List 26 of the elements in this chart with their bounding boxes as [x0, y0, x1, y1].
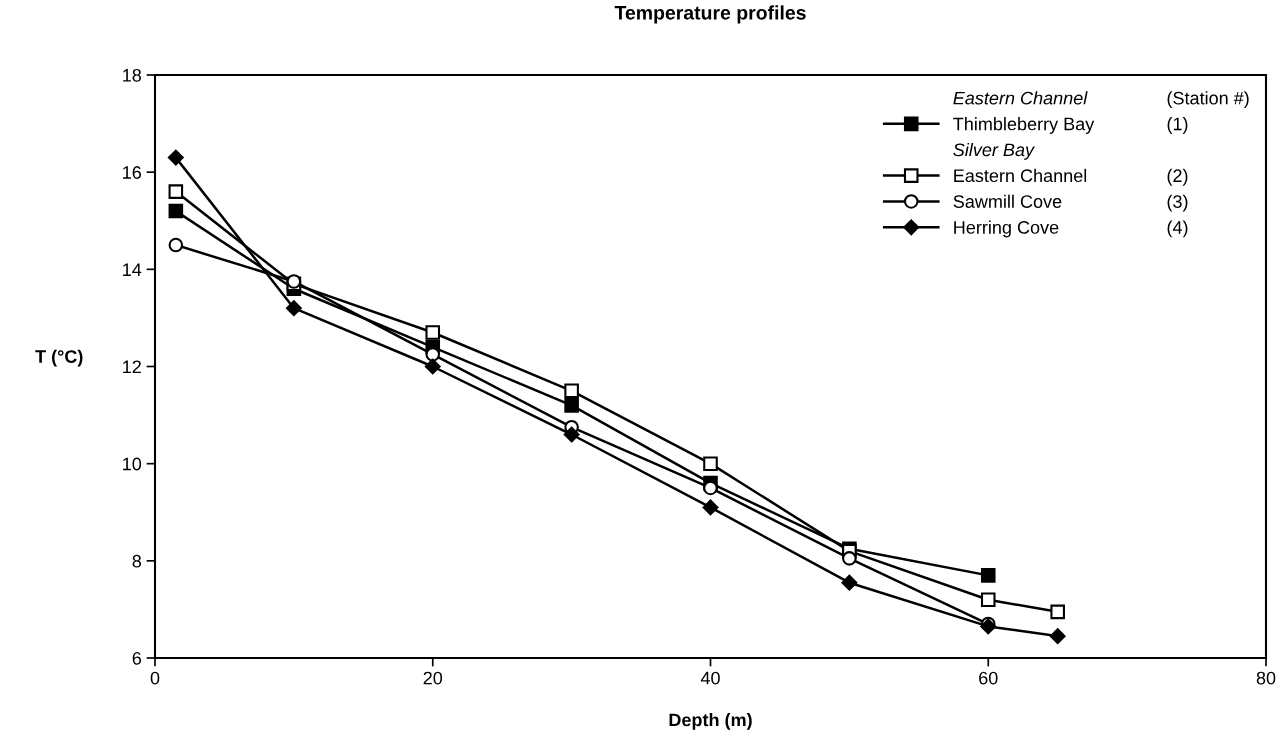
y-tick-label: 18 [123, 68, 142, 82]
annotation: (Station #) [1167, 91, 1249, 109]
x-axis-title: Depth (m) [669, 713, 752, 730]
annotation: Eastern Channel [953, 91, 1088, 105]
x-tick-label: 20 [423, 671, 443, 685]
legend-label: Sawmill Cove [953, 194, 1062, 208]
y-tick-label: 10 [123, 457, 142, 471]
y-tick-label: 8 [132, 554, 142, 568]
legend-label: Herring Cove [954, 220, 1059, 238]
chart-title: Temperature profiles [614, 5, 806, 24]
x-tick-label: 80 [1256, 671, 1276, 685]
annotation: (3) [1167, 194, 1188, 212]
x-tick-label: 40 [700, 671, 720, 685]
x-tick-label: 0 [150, 671, 160, 685]
annotation: (2) [1167, 168, 1188, 186]
x-tick-label: 60 [979, 671, 998, 685]
annotation: (1) [1167, 117, 1188, 134]
y-tick-label: 6 [132, 651, 142, 665]
legend-label: Thimbleberry Bay [953, 117, 1095, 134]
y-axis-title: T (°C) [35, 349, 83, 367]
annotation: (4) [1167, 220, 1188, 238]
y-tick-label: 16 [123, 166, 142, 179]
y-tick-label: 12 [123, 360, 141, 374]
annotation: Silver Bay [953, 142, 1035, 160]
y-tick-label: 14 [123, 263, 142, 276]
legend-label: Eastern Channel [954, 168, 1087, 183]
